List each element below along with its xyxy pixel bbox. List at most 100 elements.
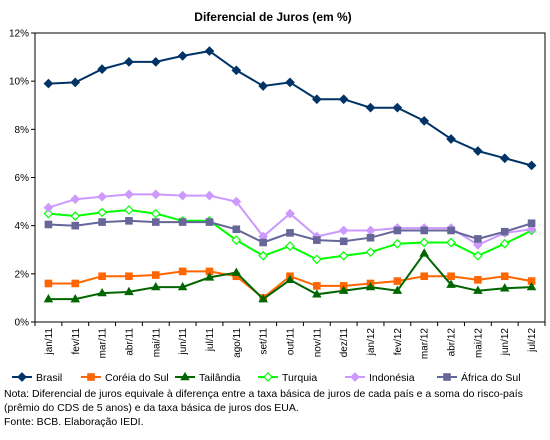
data-point [338,94,349,105]
series-2 [43,248,537,303]
legend-swatch-marker [350,372,360,382]
data-point [365,102,376,113]
data-point [124,286,134,296]
data-point [98,218,106,226]
data-point [43,78,54,89]
y-tick-label: 8% [15,125,30,136]
data-point [259,238,267,247]
data-point [125,272,133,281]
data-point [500,272,509,281]
data-point [285,77,295,88]
legend-label: Turquia [282,372,317,384]
data-point [258,250,269,261]
data-point [258,294,268,303]
data-point [204,272,215,281]
data-point [500,227,509,236]
axes: 0% 2% 4% 6% 8% 10% 12% jan/11 fev/11 mar/11 abr/11… [9,29,546,360]
data-point [43,294,54,303]
data-point [447,226,455,235]
x-tick-label: mai/12 [473,328,484,358]
series-line [48,50,532,167]
data-point [499,283,510,292]
data-point [124,205,134,215]
legend-swatch-marker [87,373,95,381]
legend-swatch-marker [17,372,27,382]
data-point [392,285,403,294]
data-point [151,271,160,279]
x-tick-label: jul/11 [205,328,216,353]
data-point [446,279,456,288]
x-tick-label: abr/12 [447,328,458,357]
series-3 [43,205,537,265]
data-point [150,57,161,67]
data-point [124,57,134,67]
data-point [151,218,160,226]
data-point [150,189,161,200]
data-point [286,229,294,237]
chart-title: Diferencial de Juros (em %) [194,10,351,24]
data-point [527,219,536,228]
y-tick-label: 10% [9,77,29,88]
data-point [98,272,106,281]
data-point [205,218,214,226]
data-point [338,250,349,261]
data-point [258,81,269,91]
chart-note: Nota: Diferencial de juros equivale à di… [4,387,548,429]
data-point [70,77,81,88]
data-point [526,160,537,171]
x-tick-label: dez/11 [339,328,350,358]
x-tick-label: jan/11 [44,328,55,356]
data-point [447,272,455,281]
data-point [178,267,187,276]
legend-label: Brasil [36,372,62,384]
data-point [70,211,81,221]
data-point [178,218,187,226]
y-tick-label: 0% [15,318,30,329]
data-point [150,208,161,219]
legend: Brasil Coréia do Sul Tailândia Turquia Indon… [12,371,521,384]
data-point [365,281,376,291]
data-point [285,208,295,219]
data-point [366,233,375,242]
x-tick-label: mar/12 [420,328,431,360]
data-point [231,65,242,76]
x-tick-label: fev/12 [393,328,404,356]
data-point [339,237,348,246]
x-tick-label: jan/12 [366,328,377,357]
data-point [473,285,483,294]
data-point [231,267,242,276]
note-line-2: (prêmio do CDS de 5 anos) e da taxa bási… [4,402,299,414]
data-point [285,274,295,284]
data-point [365,225,376,236]
note-line-1: Nota: Diferencial de juros equivale à di… [4,388,523,400]
data-point [392,238,403,249]
x-tick-label: nov/11 [312,328,323,358]
data-point [97,191,107,202]
data-point [231,235,242,245]
data-point [97,64,107,74]
data-point [526,224,537,235]
line-chart: Diferencial de Juros (em %) 0% 2% 4% 6% 8% 10… [9,10,546,384]
data-point [43,208,54,219]
y-tick-label: 12% [9,29,29,40]
x-tick-label: jun/11 [178,328,189,356]
data-point [312,289,322,298]
x-tick-label: mar/11 [98,328,109,359]
x-tick-label: mai/11 [151,328,162,358]
x-tick-label: ago/11 [232,328,243,358]
data-point [97,207,107,218]
data-point [97,287,107,297]
series-5 [44,217,536,247]
data-point [177,281,188,291]
legend-swatch-marker [180,371,190,381]
series-line [48,193,532,247]
data-point [393,277,402,285]
legend-label: Coréia do Sul [105,372,169,384]
y-tick-label: 4% [15,221,30,232]
legend-label: África do Sul [461,371,521,384]
data-point [177,51,188,61]
series-4 [43,189,537,250]
x-tick-label: abr/11 [124,328,135,356]
data-point [474,276,482,284]
x-tick-label: jun/12 [500,328,511,357]
